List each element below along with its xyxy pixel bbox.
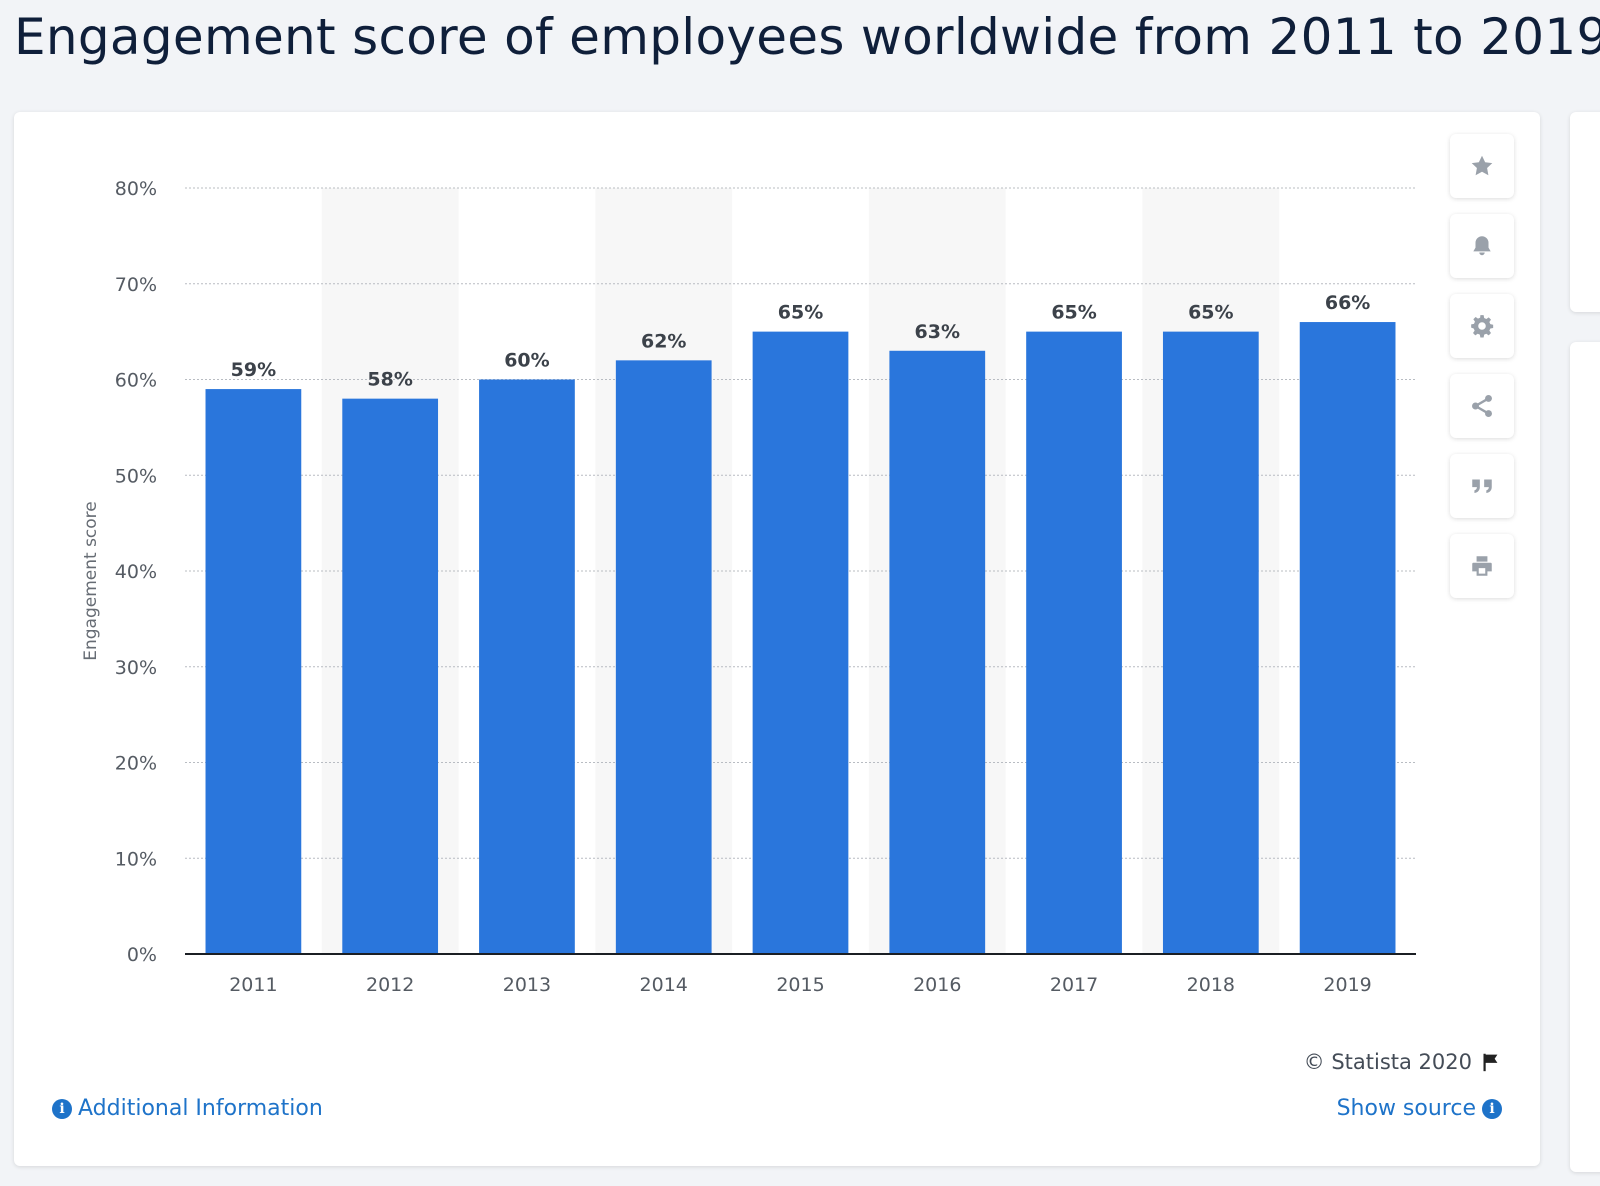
additional-information-label: Additional Information (78, 1096, 323, 1121)
bell-icon (1473, 236, 1491, 256)
data-label: 65% (1051, 302, 1096, 324)
y-tick-label: 50% (115, 465, 157, 487)
copyright-text: © Statista 2020 (1303, 1050, 1472, 1074)
settings-button[interactable] (1450, 294, 1514, 358)
bar (889, 350, 986, 954)
show-source-link[interactable]: Show source i (1337, 1096, 1502, 1121)
y-tick-label: 10% (115, 848, 157, 870)
y-axis-title: Engagement score (81, 501, 101, 661)
print-button[interactable] (1450, 534, 1514, 598)
share-button[interactable] (1450, 374, 1514, 438)
bar (1162, 331, 1259, 954)
data-label: 65% (778, 302, 823, 324)
y-tick-label: 60% (115, 370, 157, 392)
info-icon: i (1482, 1098, 1502, 1119)
y-tick-label: 20% (115, 753, 157, 775)
bar (205, 389, 302, 954)
chart-toolbar (1450, 134, 1516, 614)
bar (479, 379, 575, 954)
quote-icon (1472, 479, 1492, 494)
x-tick-label: 2013 (503, 974, 551, 996)
y-tick-label: 30% (115, 657, 157, 679)
x-tick-label: 2012 (366, 974, 414, 996)
gear-icon (1471, 315, 1494, 338)
data-label: 66% (1325, 292, 1370, 314)
data-label: 58% (367, 369, 412, 391)
side-panel-top (1570, 112, 1600, 312)
bar (615, 360, 712, 955)
page-title: Engagement score of employees worldwide … (14, 8, 1600, 66)
y-tick-label: 0% (127, 944, 157, 966)
x-tick-label: 2019 (1323, 974, 1371, 996)
bar (1299, 322, 1396, 954)
star-icon (1471, 155, 1493, 176)
copyright-notice: © Statista 2020 (1304, 1050, 1502, 1074)
print-icon (1472, 556, 1492, 576)
notification-button[interactable] (1450, 214, 1514, 278)
y-tick-label: 80% (115, 178, 157, 200)
x-tick-label: 2016 (913, 974, 961, 996)
x-tick-label: 2017 (1050, 974, 1098, 996)
x-tick-label: 2014 (640, 974, 688, 996)
bar (752, 331, 849, 954)
x-tick-label: 2011 (229, 974, 277, 996)
data-label: 60% (504, 350, 549, 372)
data-label: 59% (231, 359, 276, 381)
side-panel-bottom (1570, 342, 1600, 1172)
data-label: 63% (915, 321, 960, 343)
data-label: 62% (641, 330, 686, 352)
x-tick-label: 2018 (1187, 974, 1235, 996)
flag-icon[interactable] (1480, 1051, 1502, 1073)
x-tick-label: 2015 (776, 974, 824, 996)
bar (1026, 331, 1122, 954)
favorite-button[interactable] (1450, 134, 1514, 198)
y-tick-label: 70% (115, 274, 157, 296)
cite-button[interactable] (1450, 454, 1514, 518)
info-icon: i (52, 1098, 72, 1119)
show-source-label: Show source (1336, 1096, 1476, 1121)
bar (342, 398, 439, 954)
data-label: 65% (1188, 302, 1233, 324)
additional-information-link[interactable]: i Additional Information (52, 1096, 323, 1121)
y-tick-label: 40% (115, 561, 157, 583)
share-icon (1472, 394, 1492, 418)
